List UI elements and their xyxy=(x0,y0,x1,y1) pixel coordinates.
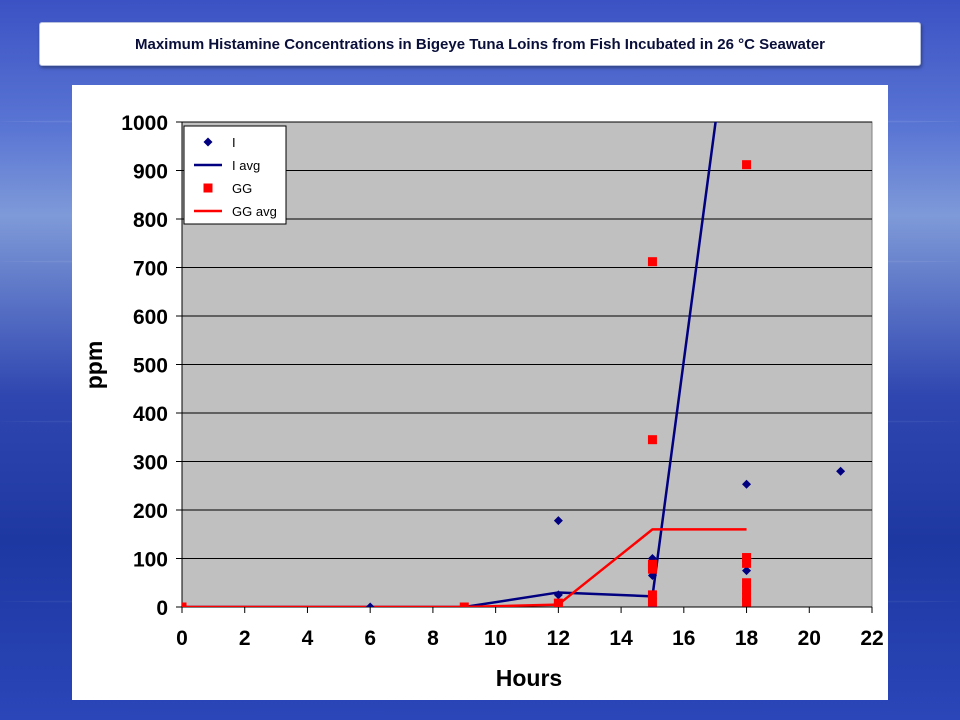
x-tick-label: 8 xyxy=(427,627,439,650)
data-point-i xyxy=(647,570,657,580)
chart-svg: 0 100 200 300 400 500 600 700 800 900 1000 0 2 4 6 8 10 1… xyxy=(81,112,884,691)
legend-label-i-avg: I avg xyxy=(232,158,260,173)
x-tick-label: 0 xyxy=(176,627,188,650)
data-point-gg xyxy=(647,435,657,445)
data-point-gg xyxy=(742,597,752,607)
x-tick-label: 4 xyxy=(302,627,314,650)
y-tick-label: 0 xyxy=(156,597,168,620)
chart-area: 0 100 200 300 400 500 600 700 800 900 1000 0 2 4 6 8 10 1… xyxy=(72,85,888,700)
x-tick-label: 6 xyxy=(364,627,376,650)
data-point-i xyxy=(553,516,563,526)
x-tick-label: 20 xyxy=(798,627,821,650)
x-tick-label: 16 xyxy=(672,627,695,650)
chart-title: Maximum Histamine Concentrations in Bige… xyxy=(134,35,826,53)
x-tick-label: 14 xyxy=(609,627,633,650)
data-point-gg xyxy=(742,558,752,568)
y-tick-label: 600 xyxy=(133,306,168,329)
y-tick-label: 200 xyxy=(133,500,168,523)
data-point-i xyxy=(836,466,846,476)
data-point-gg xyxy=(742,553,752,563)
x-tick-label: 22 xyxy=(860,627,883,650)
data-point-gg xyxy=(742,585,752,595)
data-point-i xyxy=(553,590,563,600)
legend-box xyxy=(183,125,287,225)
data-point-gg xyxy=(647,597,657,607)
data-point-i xyxy=(365,602,375,607)
data-point-gg xyxy=(647,257,657,267)
y-tick-label: 800 xyxy=(133,209,168,232)
x-tick-label: 12 xyxy=(547,627,570,650)
data-point-gg xyxy=(742,578,752,588)
data-point-gg xyxy=(742,160,752,170)
y-tick-label: 400 xyxy=(133,403,168,426)
data-point-gg xyxy=(459,602,469,607)
legend-label-i: I xyxy=(232,135,236,150)
data-point-gg xyxy=(647,564,657,574)
data-point-gg xyxy=(647,590,657,600)
x-tick-label: 10 xyxy=(484,627,507,650)
y-tick-label: 700 xyxy=(133,258,168,281)
data-point-gg xyxy=(553,602,563,607)
x-axis-title: Hours xyxy=(496,665,562,691)
x-tick-label: 18 xyxy=(735,627,759,650)
y-tick-label: 500 xyxy=(133,355,168,378)
legend: I I avg GG GG avg xyxy=(183,125,287,225)
data-point-gg xyxy=(742,592,752,602)
data-point-i xyxy=(742,479,752,489)
data-point-i xyxy=(742,566,752,576)
legend-marker-i xyxy=(203,137,213,147)
y-axis-title: ppm xyxy=(81,341,107,390)
data-point-gg xyxy=(182,602,187,607)
legend-label-gg-avg: GG avg xyxy=(232,204,277,219)
legend-marker-gg xyxy=(203,183,213,193)
y-tick-label: 900 xyxy=(133,161,168,184)
title-box: Maximum Histamine Concentrations in Bige… xyxy=(39,22,921,66)
y-tick-label: 1000 xyxy=(121,112,168,135)
y-tick-label: 300 xyxy=(133,452,168,475)
x-tick-label: 2 xyxy=(239,627,251,650)
data-point-gg xyxy=(647,559,657,569)
legend-label-gg: GG xyxy=(232,181,252,196)
y-tick-label: 100 xyxy=(133,549,168,572)
